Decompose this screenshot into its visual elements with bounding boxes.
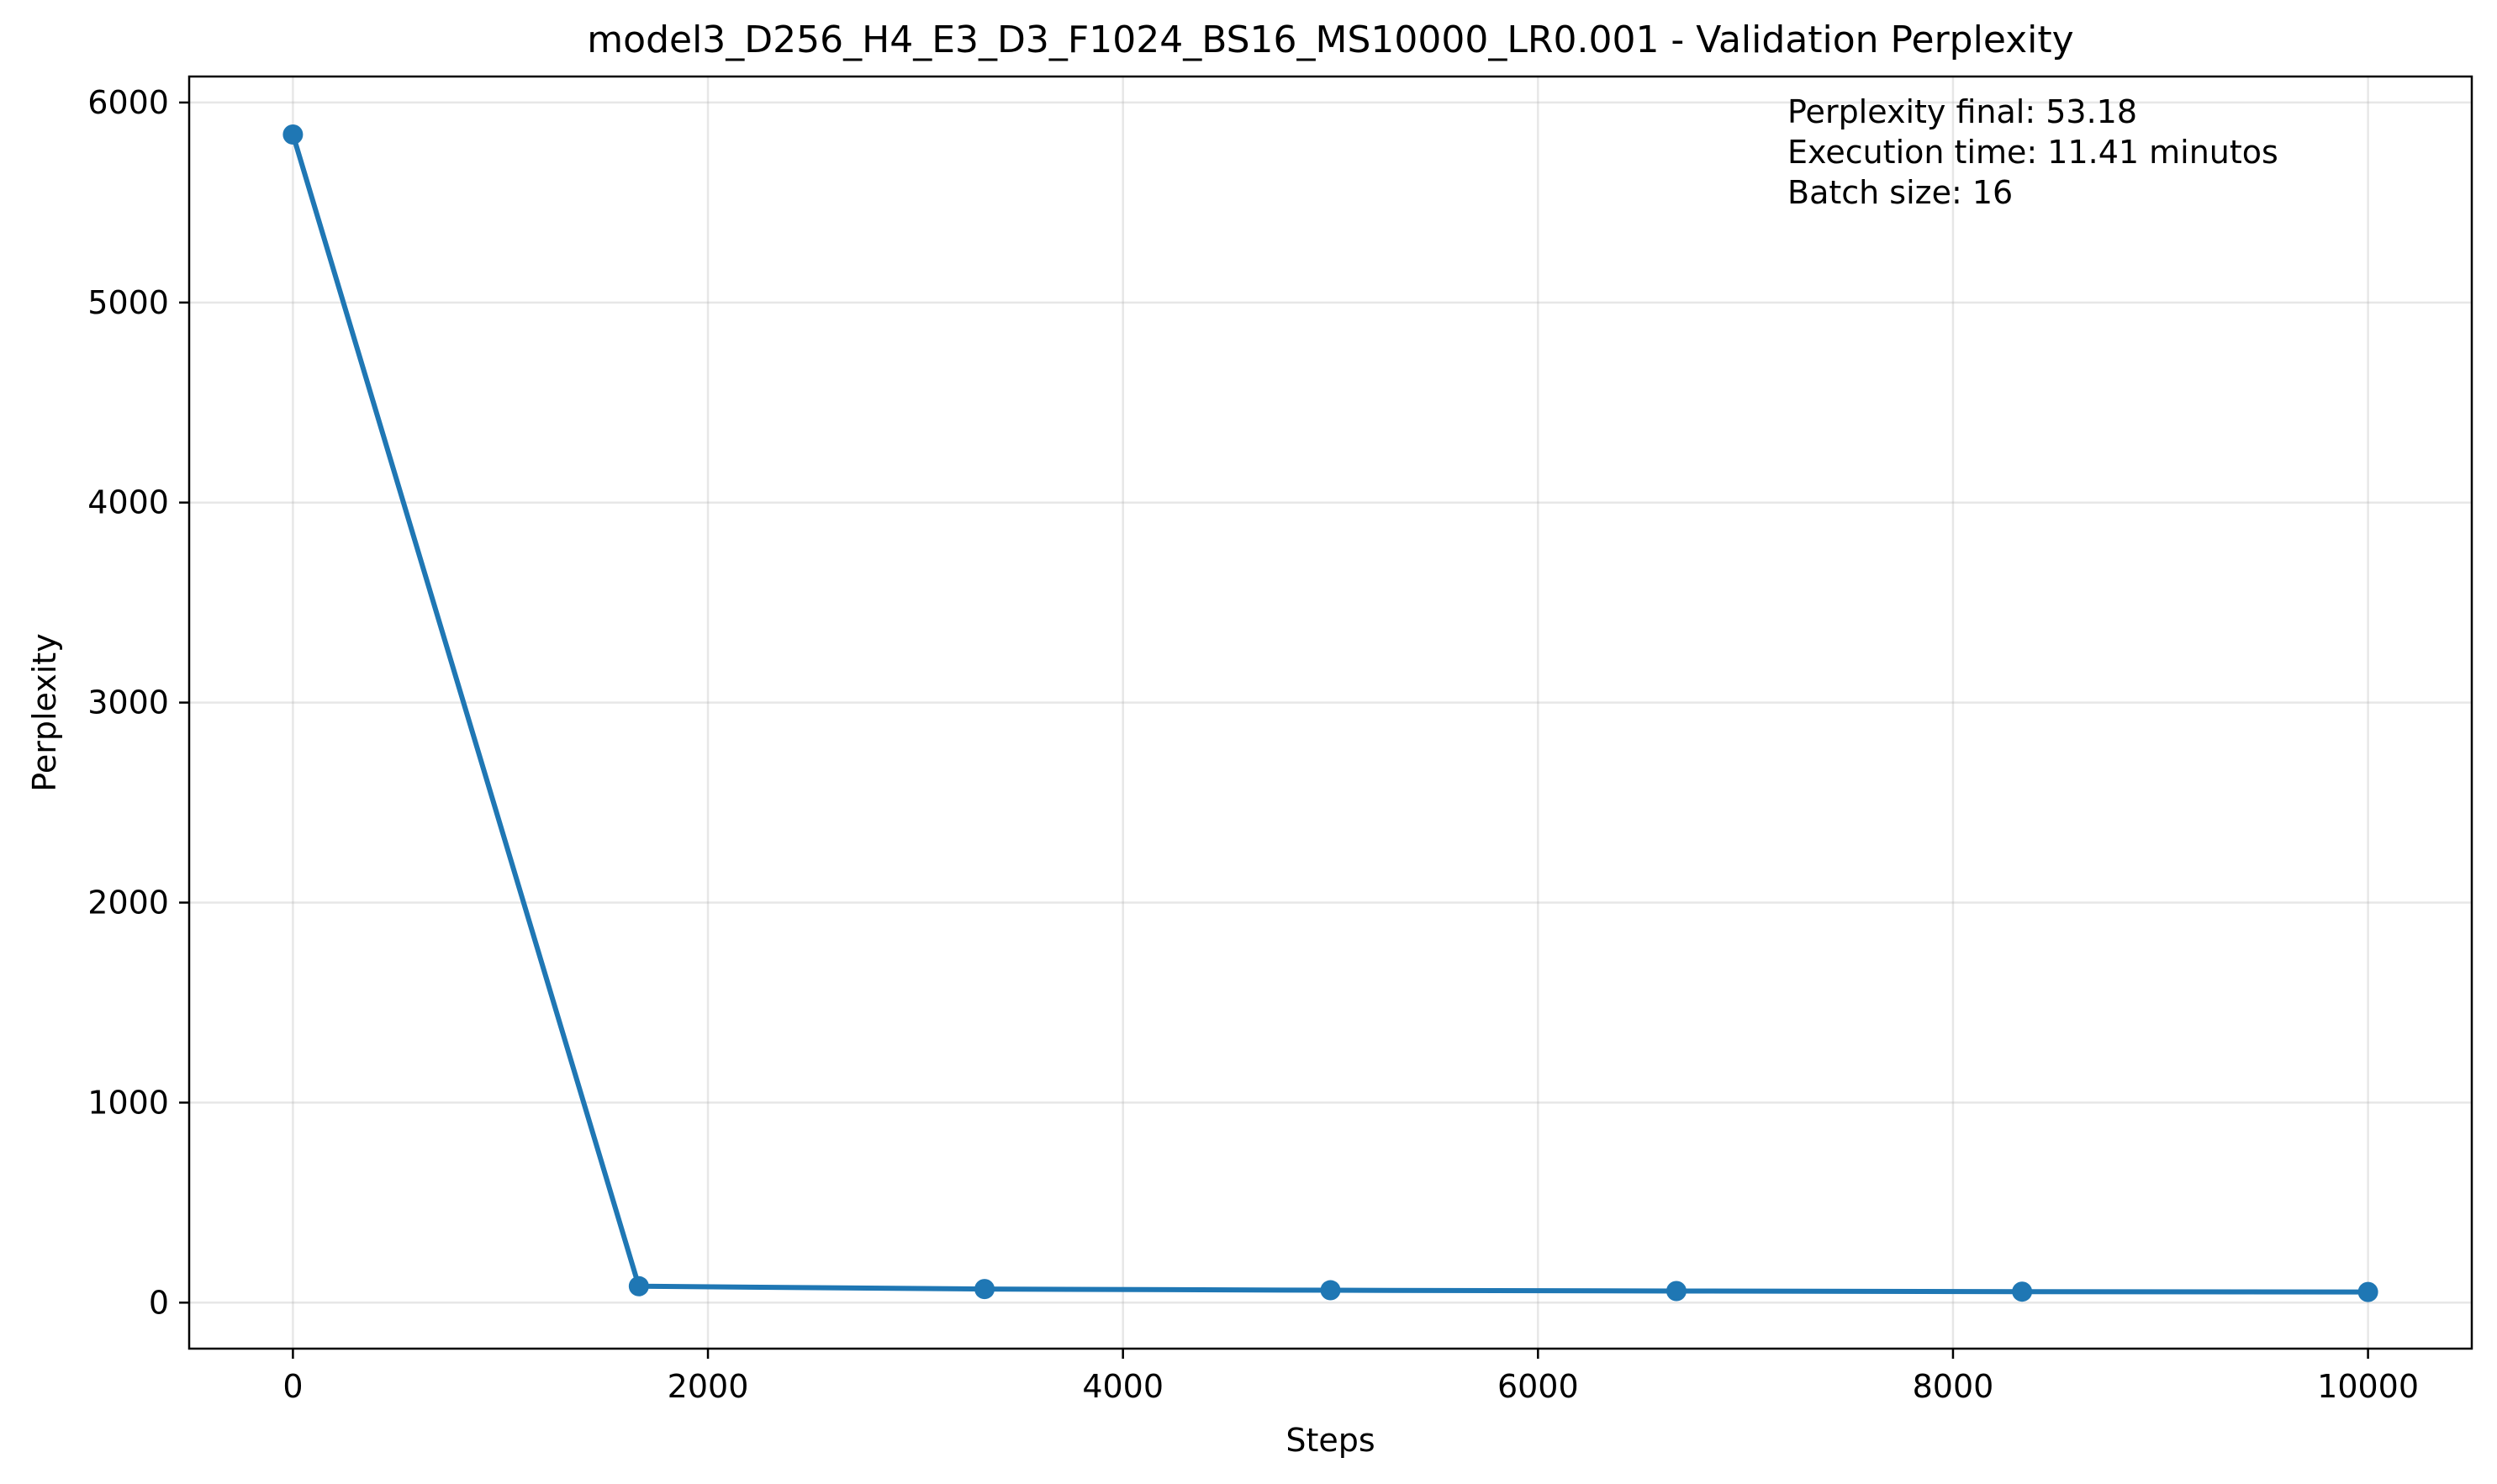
data-point — [2012, 1281, 2033, 1302]
annotation-execution-time: Execution time: 11.41 minutos — [1787, 134, 2278, 171]
data-point — [974, 1279, 995, 1300]
chart-title: model3_D256_H4_E3_D3_F1024_BS16_MS10000_… — [587, 18, 2073, 61]
y-tick-label: 1000 — [87, 1084, 169, 1121]
annotation-final-perplexity: Perplexity final: 53.18 — [1787, 93, 2137, 130]
y-tick-label: 3000 — [87, 684, 169, 721]
plot-frame — [187, 75, 2473, 1350]
y-tick-label: 4000 — [87, 484, 169, 521]
y-tick-label: 6000 — [87, 84, 169, 121]
data-point — [2357, 1281, 2378, 1302]
x-axis-label: Steps — [1285, 1422, 1375, 1459]
x-tick-label: 4000 — [1082, 1368, 1164, 1405]
x-tick-label: 0 — [282, 1368, 303, 1405]
ticks: 0 2000 4000 6000 8000 10000 0 1000 2000 3000 4000 5… — [87, 84, 2419, 1405]
x-tick-label: 10000 — [2317, 1368, 2419, 1405]
y-axis-label: Perplexity — [26, 633, 63, 791]
series-layer — [282, 124, 2378, 1302]
x-tick-label: 2000 — [668, 1368, 749, 1405]
y-tick-label: 0 — [149, 1284, 169, 1321]
data-point — [1320, 1280, 1341, 1301]
annotation-batch-size: Batch size: 16 — [1787, 174, 2013, 211]
x-tick-label: 6000 — [1497, 1368, 1579, 1405]
data-point — [628, 1275, 649, 1297]
x-tick-label: 8000 — [1913, 1368, 1994, 1405]
data-point — [1666, 1281, 1687, 1302]
grid — [189, 77, 2472, 1349]
annotation-box: Perplexity final: 53.18 Execution time: … — [1787, 93, 2278, 211]
y-tick-label: 5000 — [87, 284, 169, 321]
y-tick-label: 2000 — [87, 884, 169, 921]
data-point — [282, 124, 304, 145]
